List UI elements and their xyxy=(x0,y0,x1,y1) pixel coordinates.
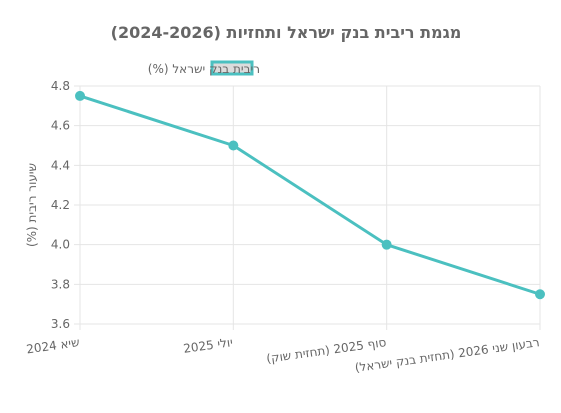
y-tick-label: 4.0 xyxy=(51,238,70,252)
y-tick-label: 4.2 xyxy=(51,198,70,212)
legend-swatch xyxy=(210,60,254,76)
legend-label: ריבית בנק ישראל (%) xyxy=(148,62,260,76)
data-point[interactable] xyxy=(228,140,239,151)
y-tick-label: 4.8 xyxy=(51,79,70,93)
grid xyxy=(74,85,541,330)
series-line xyxy=(79,94,541,296)
series xyxy=(75,90,545,300)
data-point[interactable] xyxy=(381,239,392,250)
y-tick-label: 3.8 xyxy=(51,277,70,291)
x-axis: שיא 2024 יולי 2025 סוף 2025 (תחזית שוק)רבע… xyxy=(25,335,540,375)
data-point[interactable] xyxy=(535,289,545,300)
y-tick-label: 4.4 xyxy=(51,158,70,172)
chart-title: מגמת ריבית בנק ישראל ותחזיות (2024-2026) xyxy=(111,23,462,42)
x-tick-label: יולי 2025 xyxy=(182,335,233,356)
y-tick-label: 4.6 xyxy=(51,119,70,133)
y-axis: 4.8 4.6 4.4 4.2 4.0 3.8 3.6 xyxy=(51,79,70,331)
y-axis-title: שיעור ריבית (%) xyxy=(25,163,39,247)
x-tick-label: שיא 2024 xyxy=(25,335,80,356)
legend[interactable]: ריבית בנק ישראל (%) xyxy=(148,60,260,76)
y-tick-label: 3.6 xyxy=(51,317,70,331)
data-point[interactable] xyxy=(75,90,85,101)
